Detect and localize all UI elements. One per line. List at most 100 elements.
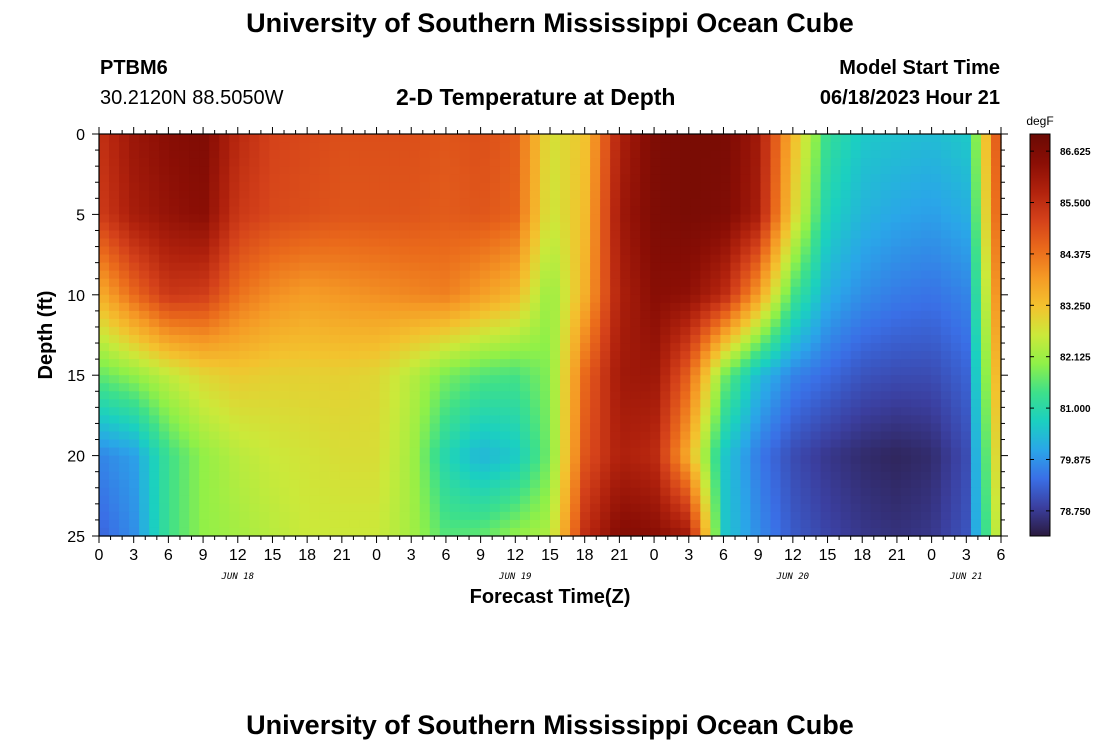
heatmap-cell bbox=[970, 423, 982, 433]
heatmap-cell bbox=[780, 326, 792, 336]
heatmap-cell bbox=[109, 326, 120, 336]
heatmap-cell bbox=[489, 174, 501, 183]
heatmap-cell bbox=[950, 391, 962, 400]
heatmap-cell bbox=[449, 254, 461, 264]
heatmap-cell bbox=[329, 487, 341, 497]
heatmap-cell bbox=[419, 278, 431, 288]
heatmap-cell bbox=[479, 479, 491, 489]
heatmap-cell bbox=[409, 206, 421, 215]
heatmap-cell bbox=[439, 222, 451, 232]
heatmap-cell bbox=[449, 134, 461, 143]
heatmap-cell bbox=[409, 142, 421, 151]
heatmap-cell bbox=[690, 423, 701, 433]
heatmap-cell bbox=[610, 399, 621, 408]
heatmap-cell bbox=[850, 407, 862, 416]
heatmap-cell bbox=[359, 415, 371, 425]
heatmap-cell bbox=[690, 519, 701, 529]
heatmap-cell bbox=[730, 238, 742, 248]
heatmap-cell bbox=[259, 158, 270, 167]
heatmap-cell bbox=[309, 463, 321, 473]
heatmap-cell bbox=[910, 262, 922, 272]
heatmap-cell bbox=[449, 399, 461, 408]
heatmap-cell bbox=[850, 343, 862, 352]
heatmap-cell bbox=[409, 214, 421, 224]
model-start-label: Model Start Time bbox=[839, 57, 1000, 79]
heatmap-cell bbox=[229, 238, 240, 248]
heatmap-cell bbox=[730, 166, 742, 175]
heatmap-cell bbox=[680, 343, 691, 352]
heatmap-cell bbox=[640, 262, 651, 272]
footer-title: University of Southern Mississippi Ocean… bbox=[246, 710, 854, 740]
heatmap-cell bbox=[249, 294, 260, 304]
heatmap-cell bbox=[960, 519, 972, 529]
heatmap-cell bbox=[519, 318, 531, 328]
heatmap-cell bbox=[429, 383, 441, 392]
heatmap-cell bbox=[319, 254, 331, 264]
heatmap-cell bbox=[820, 391, 832, 400]
heatmap-cell bbox=[449, 439, 461, 449]
heatmap-cell bbox=[890, 302, 902, 312]
heatmap-cell bbox=[550, 310, 561, 320]
heatmap-cell bbox=[109, 150, 120, 159]
heatmap-cell bbox=[129, 214, 140, 224]
heatmap-cell bbox=[840, 471, 852, 481]
heatmap-cell bbox=[319, 511, 331, 521]
heatmap-cell bbox=[810, 294, 822, 304]
heatmap-cell bbox=[550, 270, 561, 280]
heatmap-cell bbox=[950, 150, 962, 159]
heatmap-cell bbox=[900, 407, 912, 416]
heatmap-cell bbox=[820, 158, 832, 167]
heatmap-cell bbox=[199, 527, 210, 537]
heatmap-cell bbox=[720, 487, 731, 497]
heatmap-cell bbox=[820, 262, 832, 272]
x-tick-label: 15 bbox=[819, 547, 837, 564]
heatmap-cell bbox=[580, 254, 591, 264]
heatmap-cell bbox=[509, 262, 521, 272]
heatmap-cell bbox=[129, 302, 140, 312]
heatmap-cell bbox=[509, 471, 521, 481]
heatmap-cell bbox=[209, 190, 220, 199]
heatmap-cell bbox=[269, 391, 280, 400]
heatmap-cell bbox=[860, 415, 872, 425]
heatmap-cell bbox=[219, 383, 230, 392]
x-axis-label: Forecast Time(Z) bbox=[469, 586, 631, 608]
heatmap-cell bbox=[329, 278, 341, 288]
heatmap-cell bbox=[600, 351, 611, 360]
heatmap-cell bbox=[529, 479, 541, 489]
heatmap-cell bbox=[169, 326, 180, 336]
heatmap-cell bbox=[299, 431, 311, 441]
heatmap-cell bbox=[459, 318, 471, 328]
heatmap-cell bbox=[469, 190, 481, 199]
heatmap-cell bbox=[550, 351, 561, 360]
heatmap-cell bbox=[640, 527, 651, 537]
heatmap-cell bbox=[760, 423, 772, 433]
heatmap-cell bbox=[259, 495, 270, 505]
heatmap-cell bbox=[109, 262, 120, 272]
heatmap-cell bbox=[159, 383, 170, 392]
heatmap-cell bbox=[389, 479, 401, 489]
heatmap-cell bbox=[660, 343, 671, 352]
heatmap-cell bbox=[339, 158, 351, 167]
heatmap-cell bbox=[750, 439, 762, 449]
heatmap-cell bbox=[389, 415, 401, 425]
heatmap-cell bbox=[409, 262, 421, 272]
heatmap-cell bbox=[359, 431, 371, 441]
heatmap-cell bbox=[429, 326, 441, 336]
heatmap-cell bbox=[379, 302, 391, 312]
heatmap-cell bbox=[509, 391, 521, 400]
heatmap-cell bbox=[359, 222, 371, 232]
heatmap-cell bbox=[840, 206, 852, 215]
heatmap-cell bbox=[229, 519, 240, 529]
heatmap-cell bbox=[990, 511, 1002, 521]
heatmap-cell bbox=[99, 463, 110, 473]
heatmap-cell bbox=[229, 326, 240, 336]
heatmap-cell bbox=[980, 302, 992, 312]
heatmap-cell bbox=[760, 463, 772, 473]
heatmap-cell bbox=[800, 278, 812, 288]
heatmap-cell bbox=[910, 294, 922, 304]
heatmap-cell bbox=[940, 487, 952, 497]
heatmap-cell bbox=[620, 246, 631, 256]
heatmap-cell bbox=[640, 318, 651, 328]
heatmap-cell bbox=[750, 511, 762, 521]
heatmap-cell bbox=[670, 262, 681, 272]
